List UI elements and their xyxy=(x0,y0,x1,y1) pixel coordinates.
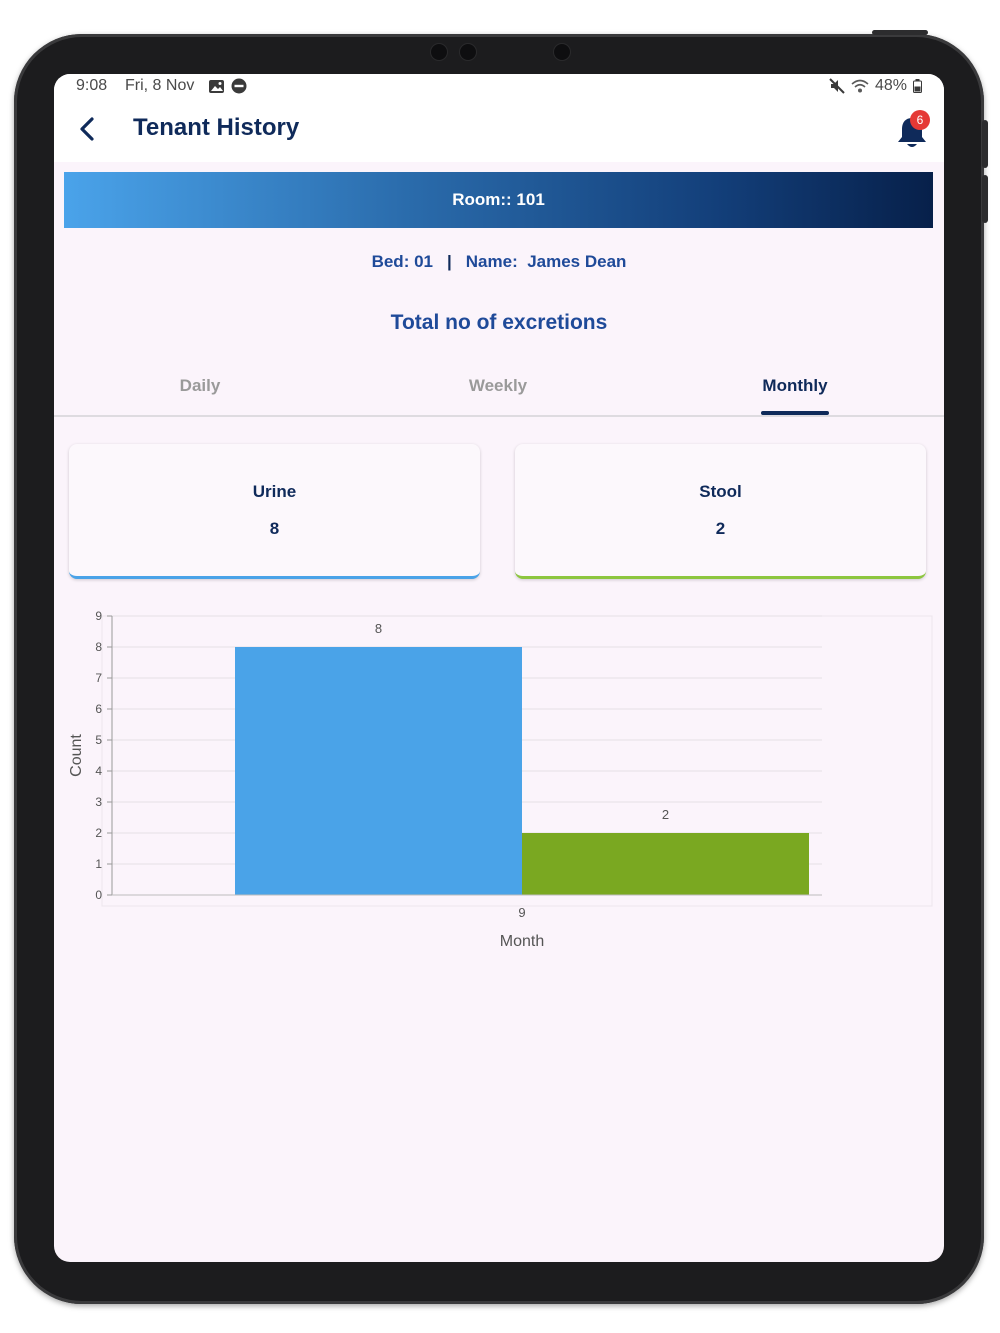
card-value: 2 xyxy=(715,519,726,538)
side-button xyxy=(982,175,988,223)
period-tabs: Daily Weekly Monthly xyxy=(54,369,944,417)
tab-daily[interactable]: Daily xyxy=(179,376,221,395)
tab-monthly[interactable]: Monthly xyxy=(762,376,828,395)
bar-chart: 0 1 2 3 4 5 6 7 8 9 8 2 9 Month Count xyxy=(68,609,933,950)
y-tick-label: 1 xyxy=(95,857,102,871)
bar-data-label: 8 xyxy=(375,621,382,636)
section-title: Total no of excretions xyxy=(390,311,608,334)
battery-icon xyxy=(913,79,922,93)
name-label: Name: xyxy=(465,252,518,271)
y-tick-label: 3 xyxy=(95,795,102,809)
app-screen: 9:08 Fri, 8 Nov 48% xyxy=(54,74,944,1262)
stool-summary-card: Stool 2 xyxy=(515,444,926,579)
camera-icon xyxy=(554,44,570,60)
camera-bar xyxy=(425,44,575,62)
y-tick-label: 9 xyxy=(95,609,102,623)
x-tick-label: 9 xyxy=(518,905,525,920)
y-tick-label: 7 xyxy=(95,671,102,685)
bar-stool xyxy=(522,833,809,895)
dnd-icon xyxy=(231,78,247,94)
y-tick-label: 5 xyxy=(95,733,102,747)
bar-data-label: 2 xyxy=(662,807,669,822)
image-icon xyxy=(209,79,224,93)
active-tab-indicator xyxy=(761,411,829,415)
app-bar: Tenant History 6 xyxy=(54,100,944,162)
status-notification-icons xyxy=(208,78,247,94)
battery-level: 48% xyxy=(874,77,907,94)
bed-number: Bed: 01 xyxy=(371,252,433,271)
y-tick-label: 6 xyxy=(95,702,102,716)
tenant-info-separator: | xyxy=(447,252,452,271)
y-axis-label: Count xyxy=(68,734,85,777)
x-axis-label: Month xyxy=(500,933,544,950)
y-tick-label: 2 xyxy=(95,826,102,840)
wifi-icon xyxy=(851,79,869,93)
status-time: 9:08 xyxy=(76,77,108,94)
card-value: 8 xyxy=(269,519,280,538)
status-system-icons: 48% xyxy=(829,77,922,95)
notification-count-badge: 6 xyxy=(910,110,930,130)
camera-icon xyxy=(460,44,476,60)
y-tick-label: 0 xyxy=(95,888,102,902)
card-label: Stool xyxy=(699,482,742,501)
card-label: Urine xyxy=(252,482,297,501)
y-tick-label: 8 xyxy=(95,640,102,654)
status-bar: 9:08 Fri, 8 Nov 48% xyxy=(54,74,944,100)
back-button[interactable] xyxy=(72,114,102,144)
camera-icon xyxy=(431,44,447,60)
top-button xyxy=(872,30,928,35)
y-tick-label: 4 xyxy=(95,764,102,778)
bar-urine xyxy=(235,647,522,895)
tenant-name: James Dean xyxy=(527,252,627,271)
tenant-info: Bed: 01 | Name: James Dean xyxy=(54,252,944,272)
page-title: Tenant History xyxy=(133,114,300,141)
side-button xyxy=(982,120,988,168)
excretion-chart: 0 1 2 3 4 5 6 7 8 9 8 2 9 Month Count xyxy=(54,604,944,964)
status-date: Fri, 8 Nov xyxy=(125,77,195,94)
tab-weekly[interactable]: Weekly xyxy=(468,376,528,395)
urine-summary-card: Urine 8 xyxy=(69,444,480,579)
mute-icon xyxy=(829,78,845,94)
room-banner: Room:: 101 xyxy=(64,172,933,228)
chevron-left-icon xyxy=(80,117,94,141)
